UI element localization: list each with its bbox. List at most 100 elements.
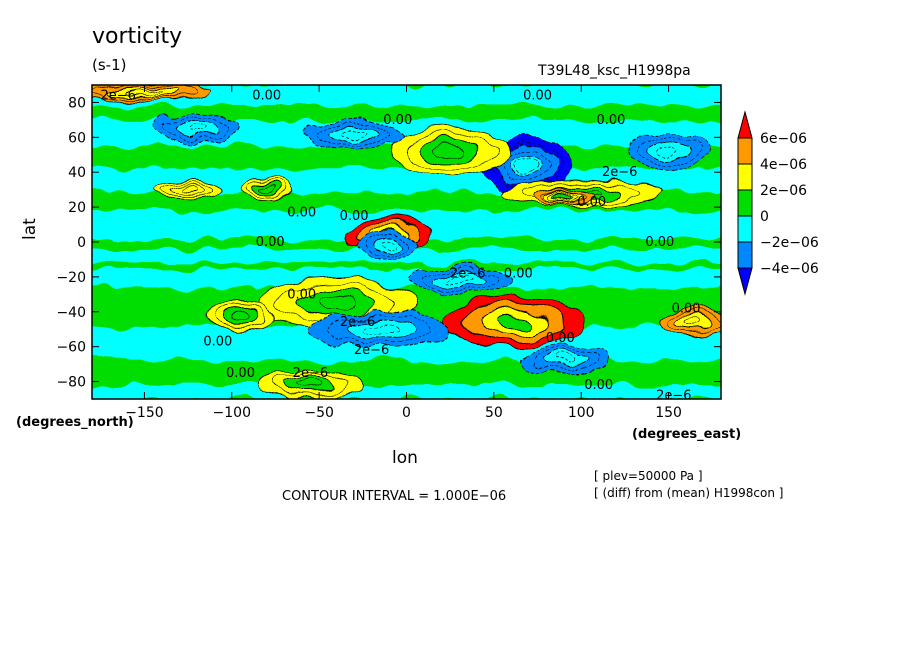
contour-label: 0.00 bbox=[252, 88, 281, 103]
contour-blob bbox=[152, 180, 224, 199]
colorbar-label: 6e−06 bbox=[760, 131, 807, 147]
colorbar-label: 4e−06 bbox=[760, 157, 807, 173]
y-tick-label: 60 bbox=[68, 130, 86, 146]
field-bands bbox=[92, 85, 721, 399]
contour-line bbox=[283, 377, 337, 393]
difference-note: [ (diff) from (mean) H1998con ] bbox=[594, 486, 784, 500]
contour-label: 0.00 bbox=[383, 113, 412, 128]
contour-line bbox=[555, 194, 572, 200]
y-tick-label: −20 bbox=[56, 270, 86, 286]
y-tick-label: −40 bbox=[56, 305, 86, 321]
contour-line bbox=[677, 314, 713, 330]
contour-line bbox=[657, 146, 680, 156]
contour-line bbox=[345, 320, 416, 339]
y-tick-label: −80 bbox=[56, 375, 86, 391]
y-tick-label: 0 bbox=[77, 235, 86, 251]
contour-line bbox=[170, 185, 206, 195]
contour-label: 2e−6 bbox=[602, 165, 637, 180]
contour-line bbox=[214, 304, 268, 327]
colorbar-segment bbox=[737, 267, 753, 296]
contour-line bbox=[362, 324, 399, 334]
y-tick-label: 20 bbox=[68, 200, 86, 216]
contour-line bbox=[185, 124, 209, 133]
colorbar-label: 2e−06 bbox=[760, 183, 807, 199]
contour-line bbox=[420, 138, 481, 164]
contour-line bbox=[502, 150, 549, 180]
contour-line bbox=[530, 349, 597, 372]
colorbar-segment bbox=[737, 189, 753, 217]
contour-blob bbox=[552, 193, 575, 200]
colorbar-label: −4e−06 bbox=[760, 261, 819, 277]
y-tick-label: −60 bbox=[56, 340, 86, 356]
contour-line bbox=[539, 189, 588, 204]
contour-label: 0.00 bbox=[645, 235, 674, 250]
contour-field bbox=[92, 85, 721, 399]
x-tick-label: 100 bbox=[568, 405, 595, 421]
x-axis-units: (degrees_east) bbox=[632, 427, 742, 442]
contour-label: 0.00 bbox=[287, 205, 316, 220]
contour-label: 0.00 bbox=[672, 301, 701, 316]
field-band bbox=[92, 85, 721, 106]
contour-line bbox=[246, 181, 287, 198]
contour-line bbox=[253, 184, 281, 196]
contour-line bbox=[541, 353, 586, 368]
pressure-level: [ plev=50000 Pa ] bbox=[594, 469, 703, 483]
contour-label: 0.00 bbox=[226, 366, 255, 381]
colorbar-label: 0 bbox=[760, 209, 769, 225]
colorbar-segment bbox=[737, 163, 753, 191]
x-tick-label: 150 bbox=[655, 405, 682, 421]
colorbar-segment bbox=[737, 137, 753, 165]
x-axis-ticks: −150 −100 −50 0 50 100 150 bbox=[125, 85, 682, 421]
contour-label: 2e−6 bbox=[354, 343, 389, 358]
contour-label: 0.00 bbox=[340, 209, 369, 224]
contour-interval: CONTOUR INTERVAL = 1.000E−06 bbox=[282, 489, 507, 504]
x-axis-label: lon bbox=[392, 448, 418, 468]
contour-line bbox=[222, 307, 259, 323]
contour-line bbox=[513, 157, 537, 173]
contour-label: 2e−6 bbox=[100, 88, 135, 103]
contour-label: 2e−6 bbox=[450, 266, 485, 281]
y-axis-ticks: 80 60 40 20 0 −20 −40 −60 −80 bbox=[56, 95, 721, 391]
colorbar-segment bbox=[737, 241, 753, 269]
colorbar-label: −2e−06 bbox=[760, 235, 819, 251]
contour-line bbox=[163, 117, 230, 140]
contour-label: 0.00 bbox=[584, 378, 613, 393]
contour-line bbox=[327, 315, 434, 343]
x-tick-label: −150 bbox=[125, 405, 163, 421]
contour-line bbox=[365, 234, 413, 257]
contour-label: 0.00 bbox=[504, 266, 533, 281]
contour-line bbox=[405, 132, 496, 170]
contour-line bbox=[462, 303, 568, 341]
x-tick-label: 50 bbox=[485, 405, 503, 421]
contour-line bbox=[296, 381, 324, 389]
contour-line bbox=[552, 356, 575, 365]
contour-label: 0.00 bbox=[256, 235, 285, 250]
chart-units: (s-1) bbox=[92, 56, 127, 74]
colorbar-segment bbox=[737, 110, 753, 139]
contour-label: 0.00 bbox=[523, 88, 552, 103]
contour-blob bbox=[509, 155, 541, 175]
contour-line bbox=[174, 121, 219, 136]
contour-line bbox=[380, 241, 398, 250]
contour-label: 2e−6 bbox=[293, 366, 328, 381]
colorbar-segment bbox=[737, 215, 753, 243]
contour-line bbox=[327, 126, 381, 142]
contour-label: 0.00 bbox=[203, 334, 232, 349]
y-tick-label: 80 bbox=[68, 95, 86, 111]
contour-line bbox=[179, 187, 198, 193]
x-tick-label: −50 bbox=[304, 405, 334, 421]
contour-label: 0.00 bbox=[287, 287, 316, 302]
colorbar: 6e−06 4e−06 2e−06 0 −2e−06 −4e−06 bbox=[737, 110, 819, 296]
contour-label: 0.00 bbox=[596, 113, 625, 128]
contour-line bbox=[445, 276, 473, 285]
contour-line bbox=[435, 144, 466, 158]
x-tick-label: −100 bbox=[213, 405, 251, 421]
y-tick-label: 40 bbox=[68, 165, 86, 181]
contour-line bbox=[316, 296, 357, 310]
contour-line bbox=[646, 142, 691, 161]
x-tick-label: 0 bbox=[402, 405, 411, 421]
contour-line bbox=[432, 273, 486, 288]
contour-line bbox=[479, 309, 551, 335]
